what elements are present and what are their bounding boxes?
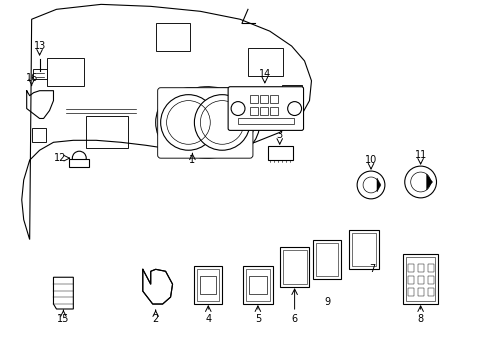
Circle shape	[404, 166, 436, 198]
Polygon shape	[21, 4, 311, 239]
Bar	[351, 233, 375, 266]
Text: 14: 14	[258, 69, 270, 79]
Polygon shape	[376, 178, 380, 192]
Bar	[33, 69, 46, 79]
Bar	[69, 159, 89, 167]
Bar	[269, 95, 277, 103]
Bar	[279, 247, 309, 287]
Bar	[427, 276, 433, 284]
Text: 2: 2	[152, 314, 159, 324]
Bar	[32, 129, 45, 142]
Bar	[407, 288, 413, 296]
Circle shape	[72, 151, 86, 165]
Bar	[406, 257, 434, 301]
Bar	[348, 230, 378, 269]
Circle shape	[161, 95, 216, 150]
Text: 3: 3	[276, 130, 282, 140]
Bar	[269, 107, 277, 114]
Circle shape	[287, 102, 301, 116]
FancyBboxPatch shape	[228, 87, 303, 130]
Bar	[197, 269, 219, 301]
Circle shape	[194, 95, 249, 150]
Bar	[407, 264, 413, 272]
Polygon shape	[426, 174, 432, 190]
Bar	[249, 107, 257, 114]
Bar	[282, 251, 306, 284]
Bar	[200, 276, 216, 294]
Bar	[245, 269, 269, 301]
Text: 11: 11	[414, 150, 426, 160]
Text: 8: 8	[417, 314, 423, 324]
Circle shape	[356, 171, 384, 199]
Text: 9: 9	[324, 297, 330, 307]
Text: 5: 5	[254, 314, 261, 324]
Bar	[46, 58, 84, 86]
Bar	[249, 95, 257, 103]
Bar	[155, 23, 190, 51]
Circle shape	[190, 88, 259, 157]
Bar	[427, 264, 433, 272]
Bar	[86, 117, 128, 148]
Bar	[238, 118, 293, 125]
Text: 1: 1	[189, 155, 195, 165]
Text: 6: 6	[291, 314, 297, 324]
Text: 10: 10	[364, 155, 376, 165]
Bar	[281, 85, 301, 103]
Text: 16: 16	[25, 73, 38, 83]
Text: 7: 7	[368, 264, 374, 274]
Text: 12: 12	[54, 153, 66, 163]
Text: 13: 13	[33, 41, 45, 51]
Bar	[407, 276, 413, 284]
Bar	[243, 266, 272, 304]
Bar	[259, 95, 267, 103]
Circle shape	[155, 88, 224, 157]
Bar	[417, 288, 423, 296]
Polygon shape	[142, 269, 172, 304]
Bar	[194, 266, 222, 304]
Circle shape	[231, 102, 244, 116]
Bar	[267, 146, 292, 160]
Bar	[427, 288, 433, 296]
Bar	[259, 107, 267, 114]
Text: 15: 15	[57, 314, 69, 324]
Bar	[248, 276, 266, 294]
Bar	[316, 243, 338, 276]
Bar	[417, 264, 423, 272]
Polygon shape	[53, 277, 73, 309]
Bar	[247, 48, 282, 76]
FancyBboxPatch shape	[157, 88, 252, 158]
Bar	[313, 239, 341, 279]
Text: 4: 4	[205, 314, 211, 324]
Bar	[417, 276, 423, 284]
Bar	[403, 255, 437, 304]
